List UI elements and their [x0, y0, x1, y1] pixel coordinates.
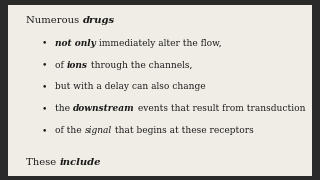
Text: through the channels,: through the channels,	[88, 61, 192, 70]
Text: of the: of the	[55, 126, 84, 135]
Text: •: •	[42, 61, 47, 70]
Text: immediately alter the flow,: immediately alter the flow,	[96, 39, 222, 48]
Text: the: the	[55, 104, 73, 113]
Text: not only: not only	[55, 39, 96, 48]
Text: drugs: drugs	[83, 16, 115, 25]
Text: •: •	[42, 39, 47, 48]
Text: ions: ions	[67, 61, 88, 70]
Text: •: •	[42, 126, 47, 135]
Text: that begins at these receptors: that begins at these receptors	[112, 126, 254, 135]
Text: These: These	[26, 158, 60, 167]
Text: include: include	[60, 158, 101, 167]
Text: Numerous: Numerous	[26, 16, 83, 25]
Text: •: •	[42, 104, 47, 113]
Text: events that result from transduction: events that result from transduction	[135, 104, 305, 113]
Text: downstream: downstream	[73, 104, 135, 113]
Text: of: of	[55, 61, 67, 70]
Text: signal: signal	[84, 126, 112, 135]
Text: •: •	[42, 82, 47, 91]
Text: but with a delay can also change: but with a delay can also change	[55, 82, 206, 91]
